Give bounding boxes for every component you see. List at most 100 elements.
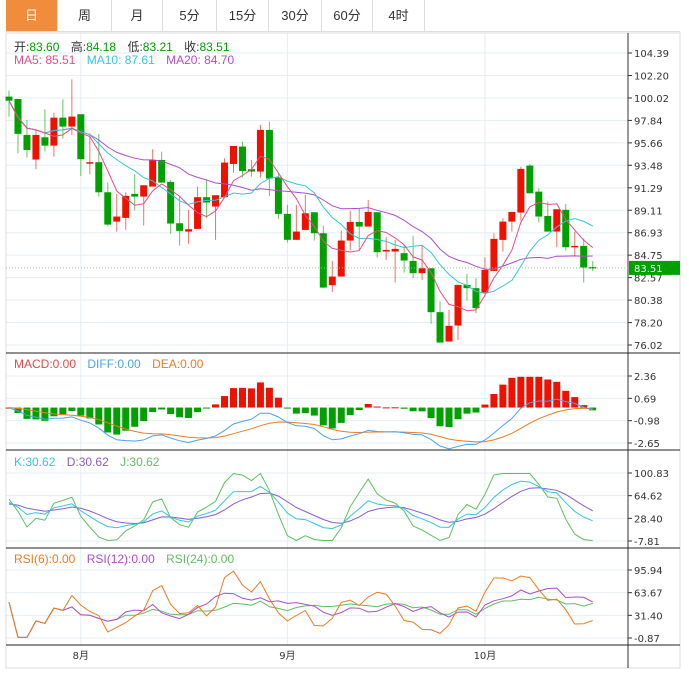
candle [526, 163, 534, 194]
macd-bar [203, 407, 211, 409]
macd-bar [571, 397, 579, 408]
ohlc-legend: 开:83.60 高:84.18 低:83.21 收:83.51 [14, 38, 238, 55]
main-axis-label: 82.57 [634, 274, 663, 285]
macd-bar [310, 407, 318, 416]
candle [32, 129, 40, 170]
macd-axis-label: -0.98 [634, 417, 660, 428]
candle-body [50, 117, 58, 146]
tab-5min[interactable]: 5分 [163, 0, 217, 31]
diff-line [8, 398, 593, 450]
candle [490, 233, 498, 271]
tab-15min[interactable]: 15分 [217, 0, 269, 31]
tab-week[interactable]: 周 [58, 0, 112, 31]
macd-legend: MACD:0.00 DIFF:0.00 DEA:0.00 [14, 357, 211, 371]
candle-body [499, 221, 507, 240]
tab-month[interactable]: 月 [112, 0, 163, 31]
candle [589, 261, 597, 271]
candle-body [68, 116, 76, 127]
macd-bar [274, 397, 282, 408]
macd-bar [319, 407, 327, 426]
macd-bar [77, 407, 85, 416]
candle [373, 212, 381, 258]
kdj-axis-label: 100.83 [634, 469, 669, 480]
macd-bar [418, 407, 426, 412]
candle-body [553, 209, 561, 232]
kdj-legend-k: K:30.62 [14, 455, 56, 469]
candle-body [382, 249, 390, 252]
main-axis-label: 76.02 [634, 341, 663, 352]
macd-bar [553, 381, 561, 408]
macd-bar [230, 388, 237, 408]
x-axis-label: 8月 [73, 650, 89, 662]
candle-body [346, 221, 354, 241]
main-axis-label: 93.48 [634, 161, 663, 172]
candle-body [391, 248, 399, 252]
open-label: 开: [14, 40, 30, 54]
ma20-line [8, 100, 593, 270]
candle [274, 173, 282, 219]
close-value: 83.51 [199, 40, 230, 54]
macd-bar [409, 407, 417, 412]
candle-body [418, 268, 426, 274]
candle-body [265, 129, 273, 179]
candle-body [526, 165, 534, 194]
candle-body [490, 238, 498, 271]
macd-bar [562, 390, 570, 408]
macd-bar [283, 407, 291, 409]
candle [472, 278, 480, 314]
candle-body [77, 114, 85, 160]
candle-body [400, 253, 408, 261]
main-axis-label: 89.11 [634, 206, 663, 217]
macd-bar [68, 407, 76, 411]
macd-bar [194, 407, 202, 413]
macd-bar [122, 407, 130, 431]
candle-body [95, 162, 103, 193]
candle-body [247, 169, 255, 172]
main-axis-label: 91.29 [634, 184, 663, 195]
candle [23, 119, 31, 158]
macd-bar [301, 407, 309, 414]
macd-bar [32, 407, 40, 420]
high-value: 84.18 [86, 40, 117, 54]
macd-bar [373, 406, 381, 408]
candle-body [517, 168, 525, 213]
rsi-axis-label: -0.87 [634, 634, 660, 645]
macd-bar [23, 407, 31, 419]
tab-60min[interactable]: 60分 [322, 0, 373, 31]
rsi-axis-label: 31.40 [634, 611, 663, 622]
candle [203, 179, 211, 219]
j-line [8, 472, 593, 542]
period-tabs: 日 周 月 5分 15分 30分 60分 4时 [6, 0, 680, 32]
rsi-legend: RSI(6):0.00 RSI(12):0.00 RSI(24):0.00 [14, 552, 242, 566]
candle-body [256, 129, 264, 172]
macd-bar [328, 407, 336, 429]
candle [104, 182, 112, 226]
kdj-axis-label: -7.81 [634, 537, 660, 548]
candle-body [445, 325, 453, 342]
candle [436, 301, 444, 343]
macd-bar [580, 405, 588, 408]
candle-body [221, 162, 229, 198]
candle [445, 309, 453, 342]
candle-body [436, 312, 444, 343]
macd-bar [149, 407, 157, 413]
main-axis-label: 80.38 [634, 296, 663, 307]
tab-day[interactable]: 日 [6, 0, 58, 31]
macd-bar [400, 407, 408, 409]
candle [221, 158, 229, 198]
candle [454, 284, 462, 340]
candle-body [472, 288, 480, 309]
candle-body [113, 216, 121, 222]
tab-4hour[interactable]: 4时 [373, 0, 425, 31]
candle-body [131, 193, 139, 197]
macd-legend-diff: DIFF:0.00 [87, 357, 141, 371]
tab-30min[interactable]: 30分 [269, 0, 322, 31]
candle [256, 124, 264, 178]
candle-body [283, 213, 291, 240]
main-axis-label: 104.39 [634, 49, 669, 60]
main-axis-label: 84.75 [634, 251, 663, 262]
main-axis-label: 97.84 [634, 116, 663, 127]
candle-body [508, 211, 516, 222]
